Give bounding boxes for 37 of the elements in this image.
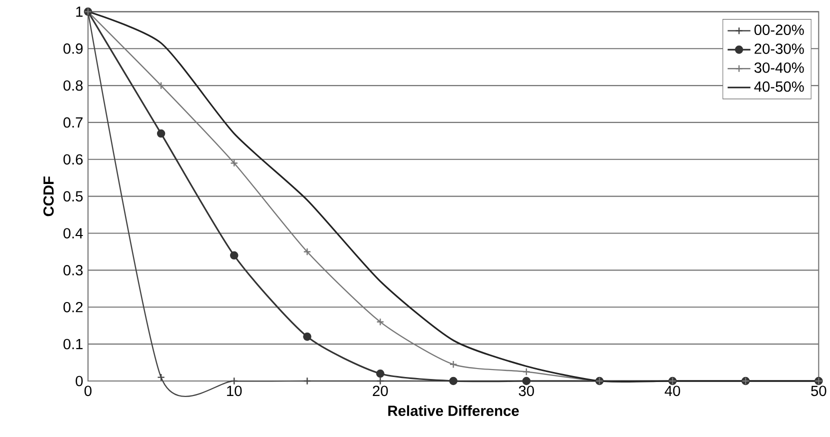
x-tick-label: 10 xyxy=(227,386,242,396)
x-tick-label: 50 xyxy=(811,386,826,396)
x-tick-label: 20 xyxy=(372,386,388,396)
point xyxy=(230,251,238,260)
x-tick-label: 30 xyxy=(518,386,534,396)
legend-label: 20-30% xyxy=(754,44,804,54)
y-tick-label: 0.6 xyxy=(63,154,83,165)
point xyxy=(230,377,238,385)
point xyxy=(376,377,384,385)
point xyxy=(303,248,312,256)
y-tick-label: 0.9 xyxy=(63,43,83,54)
point xyxy=(157,82,166,90)
point xyxy=(156,129,166,138)
point xyxy=(303,377,312,385)
x-axis-title: Relative Difference xyxy=(388,405,519,416)
x-tick-label: 0 xyxy=(84,386,92,396)
point xyxy=(376,318,384,326)
y-axis-title: CCDF xyxy=(43,176,54,216)
point xyxy=(303,332,312,341)
point xyxy=(449,360,458,368)
y-tick-label: 0.5 xyxy=(63,191,83,202)
point xyxy=(376,369,384,378)
legend-label: 00-20% xyxy=(754,24,804,36)
y-tick-label: 0.4 xyxy=(63,228,83,238)
point xyxy=(157,373,166,382)
y-tick-label: 0.3 xyxy=(63,265,83,276)
legend-label: 30-40% xyxy=(754,62,804,73)
point xyxy=(230,159,238,168)
y-tick-label: 0.1 xyxy=(63,338,83,350)
y-tick-label: 0.2 xyxy=(63,302,83,312)
y-tick-label: 0.8 xyxy=(63,80,83,91)
legend-label: 40-50% xyxy=(754,81,804,92)
x-tick-label: 40 xyxy=(664,386,680,396)
y-tick-label: 0 xyxy=(76,376,83,386)
y-tick-label: 0.7 xyxy=(63,117,83,128)
point xyxy=(522,368,530,376)
y-tick-label: 1 xyxy=(76,6,83,17)
